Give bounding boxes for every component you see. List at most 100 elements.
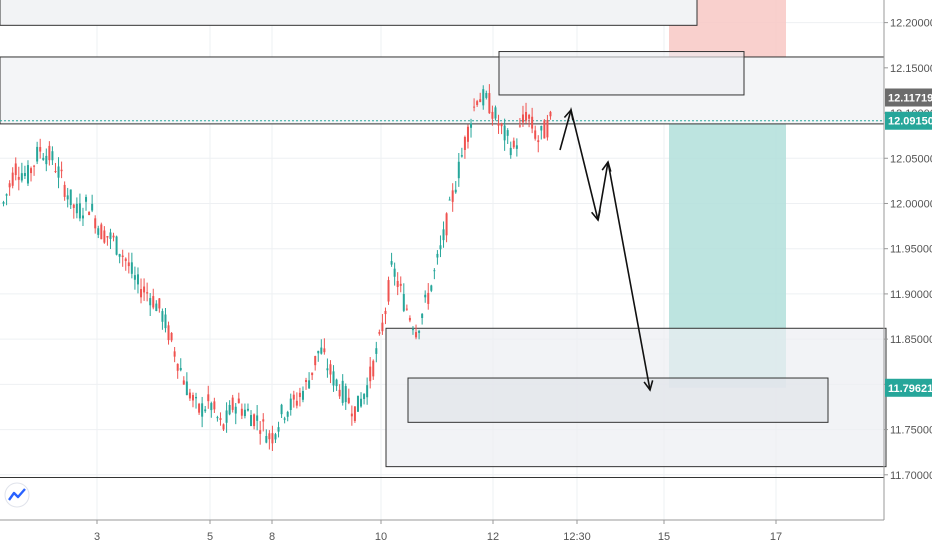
candle-body — [292, 394, 295, 400]
candle-body — [274, 434, 277, 440]
candle-body — [405, 308, 408, 310]
candle-body — [372, 360, 375, 377]
candle-body — [369, 366, 372, 382]
candle-body — [234, 406, 237, 414]
candle-body — [158, 298, 161, 309]
candle-body — [298, 392, 301, 398]
candle-body — [81, 215, 84, 219]
candle-body — [335, 379, 338, 387]
candle — [136, 267, 139, 294]
arrow-head-up-1 — [563, 108, 574, 120]
candle-body — [20, 173, 23, 181]
candle — [179, 358, 182, 372]
candle-body — [363, 394, 366, 400]
time-axis[interactable]: 3 5 8 10 12 12:30 15 17 — [0, 519, 884, 543]
take-profit-price-label: 11.79621 — [888, 383, 932, 395]
candle — [366, 377, 369, 405]
candle-body — [549, 111, 552, 117]
candle-body — [14, 163, 17, 176]
candle — [268, 430, 271, 450]
candle-body — [305, 380, 308, 383]
candle-body — [124, 258, 127, 262]
candle — [311, 372, 314, 380]
candle — [521, 105, 524, 127]
candle — [314, 355, 317, 371]
candle-body — [415, 332, 418, 338]
candle — [470, 118, 473, 138]
candle — [353, 406, 356, 423]
candle — [222, 423, 225, 431]
candle-body — [259, 430, 262, 434]
candle-body — [454, 189, 457, 193]
candle — [473, 98, 476, 112]
candle — [237, 392, 240, 404]
candle-body — [262, 419, 265, 422]
candle-body — [521, 114, 524, 123]
candle-body — [436, 253, 439, 258]
tradingview-logo[interactable] — [4, 482, 30, 508]
candle — [155, 300, 158, 312]
candle — [387, 276, 390, 305]
candle — [512, 137, 515, 150]
candle — [191, 392, 194, 408]
candle-body — [63, 184, 66, 197]
candle — [54, 162, 57, 174]
candle — [210, 401, 213, 418]
candle-body — [320, 347, 323, 354]
candle-body — [152, 296, 155, 308]
price-tick-label: 12.00000 — [890, 198, 932, 210]
candle — [127, 252, 130, 274]
candle-body — [515, 145, 518, 149]
candle — [320, 339, 323, 355]
candle — [219, 412, 222, 426]
candle-body — [479, 99, 482, 103]
candle-body — [207, 394, 210, 402]
candle-body — [85, 197, 88, 202]
candle-body — [445, 213, 448, 236]
target-zone-box — [407, 377, 829, 423]
candle-body — [525, 111, 528, 121]
candle — [390, 252, 393, 267]
resistance-box-top — [0, 0, 698, 26]
candle — [51, 146, 54, 166]
candle-body — [5, 194, 8, 196]
candle — [525, 102, 528, 124]
candle-body — [118, 254, 121, 257]
candle — [488, 84, 491, 114]
price-tick-label: 11.95000 — [890, 244, 932, 256]
candle-body — [314, 356, 317, 366]
candle — [234, 402, 237, 425]
candle — [146, 282, 149, 302]
candle-body — [534, 130, 537, 139]
candle — [479, 92, 482, 103]
candle-body — [482, 89, 485, 106]
candle-body — [191, 395, 194, 401]
candle — [323, 338, 326, 355]
candle — [85, 194, 88, 211]
candle-body — [216, 417, 219, 419]
candle — [549, 110, 552, 120]
candle — [506, 128, 509, 145]
candle — [341, 374, 344, 406]
price-tick-label: 12.20000 — [890, 18, 932, 30]
price-axis[interactable]: 12.2000012.1500012.1000012.0500012.00000… — [883, 0, 932, 520]
candle — [415, 324, 418, 340]
candle-body — [225, 410, 228, 423]
candle — [60, 161, 63, 179]
candle-body — [30, 168, 33, 174]
candle — [329, 360, 332, 384]
candle — [271, 425, 274, 452]
candle — [39, 138, 42, 159]
candle-body — [326, 368, 329, 371]
price-tick-label: 11.90000 — [890, 289, 932, 301]
candle-body — [360, 398, 363, 407]
candle — [216, 415, 219, 422]
candle — [250, 410, 253, 427]
candle-body — [503, 125, 506, 141]
candle — [369, 357, 372, 389]
zones-layer — [0, 0, 887, 478]
candle — [503, 118, 506, 151]
candle-body — [344, 386, 347, 403]
candle — [305, 377, 308, 390]
